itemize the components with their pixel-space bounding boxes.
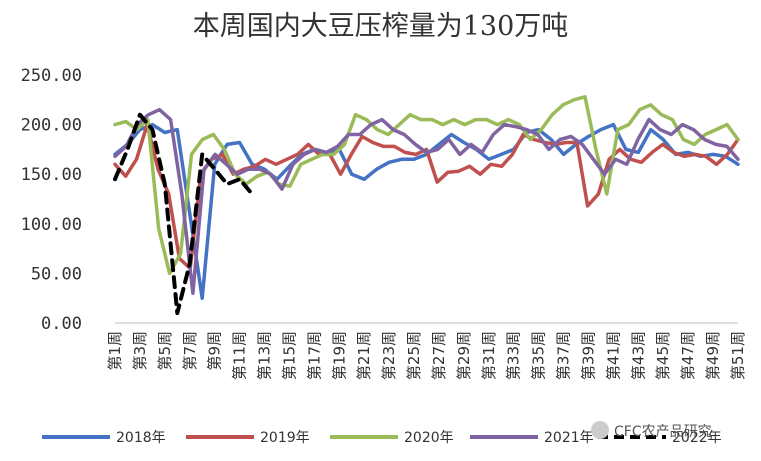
x-tick-label: 第3周 <box>131 331 149 371</box>
y-tick-label: 200.00 <box>21 116 82 136</box>
legend-label: 2022年 <box>672 430 722 446</box>
series-line-2020年 <box>113 95 740 276</box>
x-tick-label: 第35周 <box>530 331 548 380</box>
legend-label: 2018年 <box>116 430 166 446</box>
x-tick-label: 第31周 <box>480 331 498 380</box>
x-tick-label: 第27周 <box>430 331 448 380</box>
series-line-2021年 <box>113 107 740 295</box>
x-tick-label: 第7周 <box>181 331 199 371</box>
watermark-text: CFC农产品研究 <box>614 424 712 440</box>
x-tick-label: 第9周 <box>206 331 224 371</box>
legend-label: 2019年 <box>260 430 310 446</box>
x-axis-ticks: 第1周 第3周 第5周 第7周 第9周 第11周 第13周 第15周 第17周 第19周 第21周第… <box>106 331 747 380</box>
legend-label: 2020年 <box>404 430 454 446</box>
x-tick-label: 第33周 <box>505 331 523 380</box>
x-tick-label: 第13周 <box>256 331 274 380</box>
x-tick-label: 第41周 <box>604 331 622 380</box>
chart-title: 本周国内大豆压榨量为130万吨 <box>192 11 569 42</box>
y-tick-label: 0.00 <box>41 314 82 334</box>
x-tick-label: 第43周 <box>629 331 647 380</box>
legend: 2018年 2019年 2020年 2021年 2022年 <box>42 430 722 446</box>
y-tick-label: 150.00 <box>21 165 82 185</box>
y-tick-label: 250.00 <box>21 66 82 86</box>
x-tick-label: 第29周 <box>455 331 473 380</box>
x-tick-label: 第49周 <box>704 331 722 380</box>
x-tick-label: 第39周 <box>579 331 597 380</box>
x-tick-label: 第45周 <box>654 331 672 380</box>
y-tick-label: 100.00 <box>21 215 82 235</box>
x-tick-label: 第5周 <box>156 331 174 371</box>
x-tick-label: 第1周 <box>106 331 124 371</box>
x-tick-label: 第15周 <box>280 331 298 380</box>
x-tick-label: 第37周 <box>555 331 573 380</box>
y-axis-ticks: 0.00 50.00 100.00 150.00 200.00 250.00 <box>21 66 82 334</box>
x-tick-label: 第19周 <box>330 331 348 380</box>
x-tick-label: 第25周 <box>405 331 423 380</box>
y-tick-label: 50.00 <box>31 264 82 284</box>
x-tick-label: 第11周 <box>231 331 249 380</box>
legend-label: 2021年 <box>544 430 594 446</box>
x-tick-label: 第23周 <box>380 331 398 380</box>
x-tick-label: 第51周 <box>729 331 747 380</box>
x-tick-label: 第47周 <box>679 331 697 380</box>
x-tick-label: 第17周 <box>305 331 323 380</box>
wechat-icon <box>591 421 609 439</box>
series-line-2022年 <box>113 112 255 316</box>
series-lines <box>113 95 740 316</box>
watermark: CFC农产品研究 <box>591 421 712 440</box>
x-tick-label: 第21周 <box>355 331 373 380</box>
